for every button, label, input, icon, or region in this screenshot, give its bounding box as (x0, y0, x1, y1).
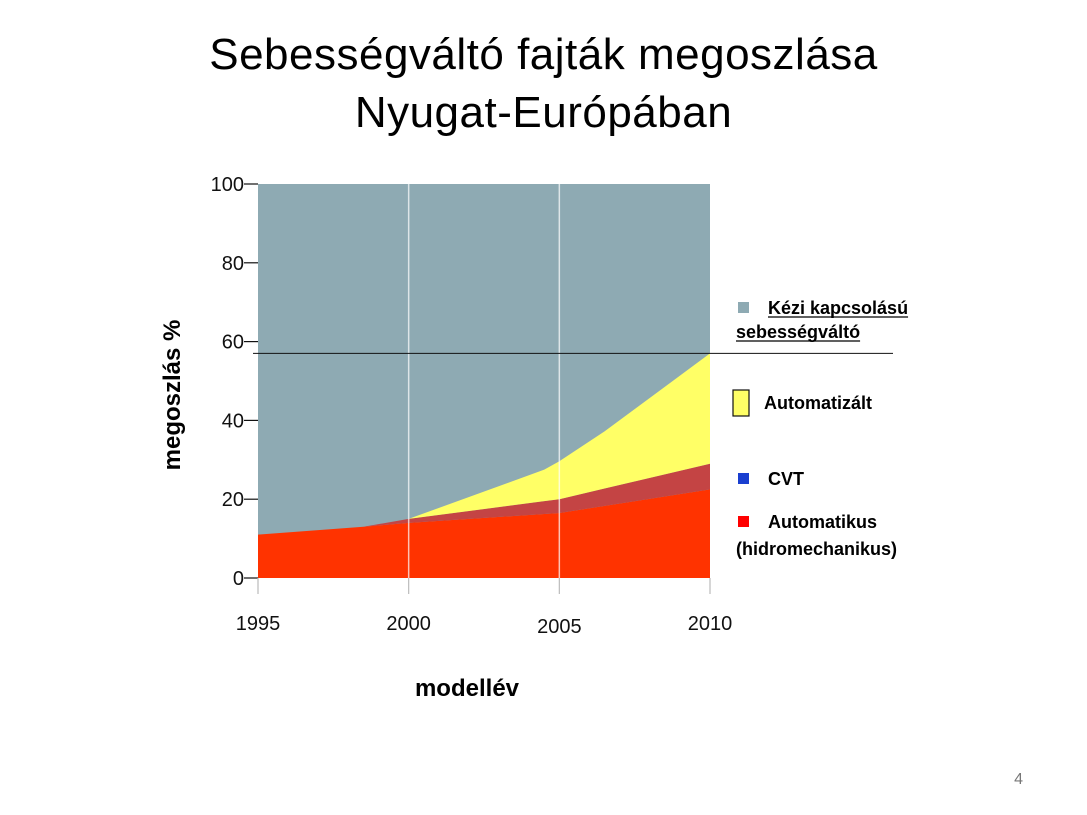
y-tick-label: 0 (233, 568, 244, 590)
x-tick-label: 2005 (537, 616, 582, 638)
title-line-2: Nyugat-Európában (354, 88, 733, 137)
legend-item-manual: Kézi kapcsolású sebességváltó (736, 298, 909, 342)
y-tick-label: 100 (211, 174, 244, 196)
y-axis-title: megoszlás % (159, 320, 186, 471)
y-tick-label: 60 (222, 332, 244, 354)
x-tick-label: 1995 (236, 613, 281, 635)
legend-item-automated: Automatizált (732, 389, 872, 417)
x-tick-label: 2010 (688, 613, 733, 635)
legend-item-cvt: CVT (738, 469, 804, 489)
axes: 0 20 40 60 80 100 1995 2000 2005 2010 (211, 174, 733, 638)
x-tick-label: 2000 (386, 613, 431, 635)
legend-label: Automatikus (768, 512, 877, 532)
area-automatic (258, 489, 710, 578)
legend-label: CVT (768, 469, 804, 489)
legend-marker (738, 516, 749, 527)
legend-marker (738, 473, 749, 484)
y-tick-label: 40 (222, 410, 244, 432)
legend-label: sebességváltó (736, 322, 860, 342)
plot-area (253, 184, 893, 578)
legend-label: (hidromechanikus) (736, 539, 897, 559)
y-tick-label: 20 (222, 489, 244, 511)
slide-title: Sebességváltó fajták megoszlása Nyugat-E… (0, 26, 1087, 142)
title-line-1: Sebességváltó fajták megoszlása (209, 30, 878, 79)
x-axis-title: modellév (415, 675, 520, 702)
legend-item-automatic: Automatikus (hidromechanikus) (736, 512, 897, 559)
y-tick-label: 80 (222, 253, 244, 275)
page-number: 4 (1014, 771, 1023, 788)
legend-marker (732, 389, 750, 417)
area-automated (258, 353, 710, 535)
legend: Kézi kapcsolású sebességváltó Automatizált… (732, 298, 909, 559)
legend-label: Kézi kapcsolású (768, 298, 908, 318)
legend-label: Automatizált (764, 393, 872, 413)
legend-marker (738, 302, 749, 313)
area-cvt (258, 463, 710, 535)
